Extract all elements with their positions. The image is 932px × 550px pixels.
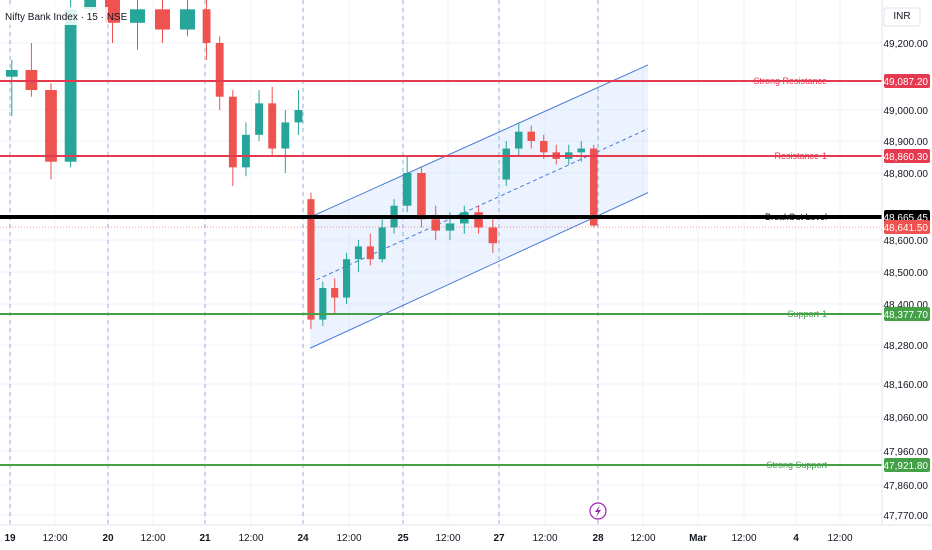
level-badge — [884, 74, 930, 88]
candle-body — [331, 288, 339, 298]
level-badge — [884, 149, 930, 163]
candle-body — [488, 227, 498, 244]
candle-body — [25, 69, 38, 91]
candle-body — [105, 0, 120, 23]
x-tick-label: 12:00 — [42, 533, 67, 544]
x-tick-label: 4 — [793, 533, 799, 544]
title-background — [0, 7, 108, 25]
x-tick-label: 12:00 — [630, 533, 655, 544]
currency-label[interactable]: INR — [893, 11, 911, 22]
x-tick-label: 12:00 — [435, 533, 460, 544]
level-badge — [884, 307, 930, 321]
candle-body — [402, 173, 412, 206]
candle-body — [294, 110, 303, 123]
candle-body — [281, 122, 290, 149]
y-tick-label: 47,860.00 — [884, 481, 929, 492]
level-label: Resistance-1 — [774, 151, 827, 161]
candle-body — [307, 199, 315, 320]
candle-body — [417, 173, 426, 220]
x-tick-label: 20 — [102, 533, 114, 544]
x-tick-label: 12:00 — [336, 533, 361, 544]
candle-body — [502, 148, 510, 180]
candle-body — [202, 9, 211, 43]
x-tick-label: 12:00 — [238, 533, 263, 544]
level-label: Support-1 — [787, 309, 827, 319]
last-price-badge-text: 48,641.50 — [884, 223, 929, 234]
candle-body — [319, 288, 327, 320]
candle-body — [474, 212, 483, 228]
candle-body — [180, 9, 195, 30]
chart-title: Nifty Bank Index · 15 · NSE — [5, 12, 128, 23]
y-tick-label: 48,900.00 — [884, 137, 929, 148]
candle-body — [366, 246, 374, 260]
y-tick-label: 48,280.00 — [884, 341, 929, 352]
x-tick-label: 25 — [397, 533, 409, 544]
candle-body — [130, 9, 145, 23]
y-tick-label: 48,060.00 — [884, 413, 929, 424]
candle-body — [45, 90, 57, 162]
candle-body — [540, 141, 548, 153]
candle-body — [155, 9, 170, 30]
candle-body — [242, 134, 250, 168]
candle-body — [515, 131, 523, 149]
candle-body — [64, 9, 77, 162]
level-badge-text: 48,377.70 — [884, 310, 929, 321]
x-tick-label: 28 — [592, 533, 604, 544]
lightning-icon-bolt — [595, 505, 601, 517]
x-tick-label: Mar — [689, 533, 707, 544]
x-tick-label: 27 — [493, 533, 505, 544]
y-tick-label: 48,600.00 — [884, 236, 929, 247]
candle-body — [343, 259, 351, 298]
candle-body — [5, 69, 18, 77]
y-tick-label: 48,500.00 — [884, 268, 929, 279]
level-badge — [884, 458, 930, 472]
candle-body — [354, 246, 362, 260]
candle-body — [590, 148, 598, 226]
level-badge-text: 47,921.80 — [884, 461, 929, 472]
y-tick-label: 48,160.00 — [884, 380, 929, 391]
candle-body — [228, 96, 237, 168]
x-tick-label: 12:00 — [731, 533, 756, 544]
level-label: BreakOut Level — [765, 212, 827, 222]
channel-upper-line — [309, 64, 649, 218]
y-tick-label: 47,960.00 — [884, 447, 929, 458]
candle-body — [215, 43, 224, 97]
candle-body — [268, 103, 277, 149]
y-tick-label: 49,000.00 — [884, 106, 929, 117]
x-tick-label: 12:00 — [827, 533, 852, 544]
y-tick-label: 48,400.00 — [884, 300, 929, 311]
level-badge-text: 48,665.45 — [884, 213, 929, 224]
candle-body — [431, 219, 440, 231]
x-tick-label: 21 — [199, 533, 211, 544]
level-label: Strong Resistance — [753, 76, 827, 86]
x-tick-label: 19 — [4, 533, 16, 544]
level-badge-text: 49,087.20 — [884, 77, 929, 88]
level-label: Strong Support — [766, 460, 827, 470]
candle-body — [378, 227, 386, 260]
x-tick-label: 12:00 — [532, 533, 557, 544]
currency-box — [883, 7, 921, 27]
x-tick-label: 24 — [297, 533, 309, 544]
candle-body — [577, 148, 585, 153]
candle-body — [527, 131, 535, 141]
y-tick-label: 47,770.00 — [884, 511, 929, 522]
candle-body — [84, 0, 97, 10]
level-badge-text: 48,860.30 — [884, 152, 929, 163]
y-tick-label: 48,800.00 — [884, 169, 929, 180]
y-tick-label: 49,200.00 — [884, 39, 929, 50]
last-price-badge — [884, 220, 930, 234]
candle-body — [255, 103, 263, 135]
x-tick-label: 12:00 — [140, 533, 165, 544]
